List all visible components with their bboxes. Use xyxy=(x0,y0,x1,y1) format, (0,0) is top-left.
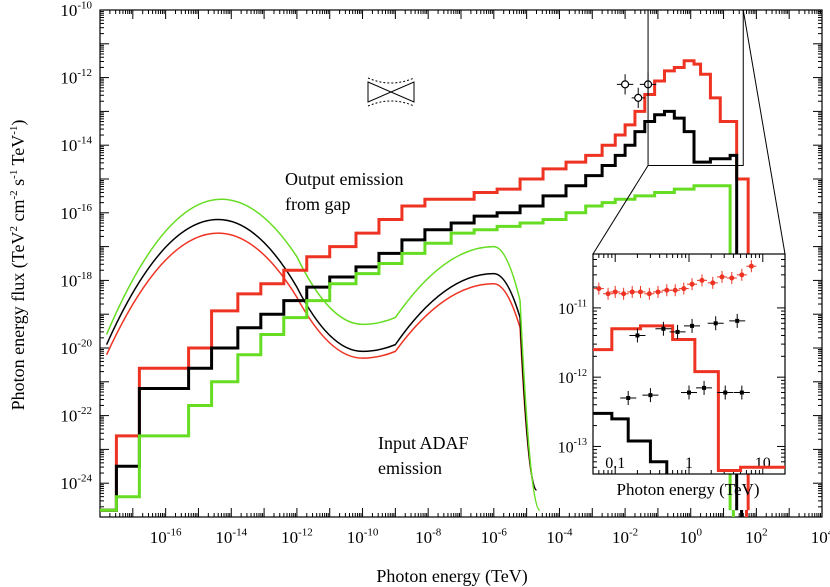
inset-red-point xyxy=(729,275,735,281)
adaf-green-curve xyxy=(105,198,541,511)
inset-black-point xyxy=(702,385,707,390)
zoom-connector-right xyxy=(742,9,786,255)
inset-x-tick-label: 1 xyxy=(685,455,693,472)
x-tick-label: 10-8 xyxy=(415,526,442,547)
inset-red-point xyxy=(655,289,661,295)
inset-y-tick-label: 10-11 xyxy=(558,299,587,318)
inset-black-point xyxy=(626,396,631,401)
inset-black-point xyxy=(713,321,718,326)
zoom-connector-left xyxy=(592,165,649,255)
x-tick-label: 10-10 xyxy=(347,526,379,547)
annotation-output-line1: Output emission xyxy=(285,169,404,189)
x-tick-label: 10-16 xyxy=(150,526,182,547)
y-tick-label: 10-24 xyxy=(60,473,92,494)
y-tick-label: 10-20 xyxy=(60,337,92,358)
inset-red-step-curve xyxy=(593,324,785,472)
gap-red-step-curve xyxy=(100,59,750,512)
y-tick-label: 10-14 xyxy=(60,135,92,156)
annotation-output-line2: from gap xyxy=(285,194,350,214)
inset-red-point xyxy=(699,277,705,283)
inset-red-point xyxy=(681,286,687,292)
main-plot-area: 10-16 10-14 10-12 10-10 10-8 10-6 10-4 10-2 100 1… xyxy=(60,0,830,547)
adaf-red-curve xyxy=(105,232,538,491)
x-tick-label: 10-14 xyxy=(215,526,247,547)
inset-red-point xyxy=(637,289,643,295)
inset-y-tick-label: 10-13 xyxy=(558,437,587,456)
y-tick-label: 10-18 xyxy=(60,270,92,291)
inset-red-point xyxy=(629,289,635,295)
x-axis-label: Photon energy (TeV) xyxy=(376,566,527,587)
gap-black-step-curve xyxy=(100,109,739,512)
inset-frame xyxy=(592,253,786,475)
inset-black-point xyxy=(735,318,740,323)
y-tick-label: 10-22 xyxy=(60,405,92,426)
y-tick-label: 10-16 xyxy=(60,202,92,223)
inset-red-point xyxy=(646,291,652,297)
inset-black-step-curve xyxy=(593,411,669,474)
butterfly-dotted-lower xyxy=(367,100,415,107)
butterfly-dotted-upper xyxy=(367,77,415,84)
x-tick-label: 10-12 xyxy=(281,526,313,547)
inset-black-point xyxy=(661,326,666,331)
inset-black-point xyxy=(648,393,653,398)
inset-red-point xyxy=(710,280,716,286)
x-tick-label: 104 xyxy=(811,526,830,547)
inset-y-tick-label: 10-12 xyxy=(558,368,587,387)
y-tick-label: 10-10 xyxy=(60,0,92,20)
inset-black-point xyxy=(675,329,680,334)
inset-red-point xyxy=(596,286,602,292)
x-tick-label: 100 xyxy=(679,526,702,547)
x-tick-label: 10-4 xyxy=(546,526,573,547)
butterfly-glyph xyxy=(367,81,415,103)
inset-red-point xyxy=(672,287,678,293)
inset-black-point xyxy=(739,390,744,395)
inset-red-point xyxy=(719,274,725,280)
x-tick-label: 10-6 xyxy=(481,526,508,547)
inset-red-point xyxy=(605,291,611,297)
inset-x-tick-label: 0.1 xyxy=(605,455,625,472)
y-tick-label: 10-12 xyxy=(60,67,92,88)
inset-red-point xyxy=(739,272,745,278)
inset-red-point xyxy=(689,281,695,287)
gap-green-step-curve xyxy=(100,184,732,512)
y-axis-label: Photon energy flux (TeV2 cm-2 s-1 TeV-1) xyxy=(8,120,29,411)
adaf-black-curve xyxy=(105,218,537,491)
inset-red-point xyxy=(748,263,754,269)
zoom-box xyxy=(647,9,744,166)
inset-x-axis-label: Photon energy (TeV) xyxy=(617,480,760,499)
inset-red-point xyxy=(664,287,670,293)
inset-black-point xyxy=(635,333,640,338)
inset-black-point xyxy=(687,390,691,395)
annotation-input-line2: emission xyxy=(378,458,442,478)
x-tick-label: 102 xyxy=(745,526,768,547)
inset-black-point xyxy=(690,323,695,328)
inset-x-tick-label: 10 xyxy=(755,455,771,472)
inset-red-point xyxy=(612,289,618,295)
inset-red-point xyxy=(621,291,627,297)
x-tick-label: 10-2 xyxy=(612,526,638,547)
inset-plot-area: 0.1 1 10 10-11 10-12 10-13 xyxy=(558,253,786,475)
data-point xyxy=(634,93,643,102)
inset-black-point xyxy=(723,390,728,395)
data-point xyxy=(620,80,630,89)
annotation-input-line1: Input ADAF xyxy=(378,433,469,453)
